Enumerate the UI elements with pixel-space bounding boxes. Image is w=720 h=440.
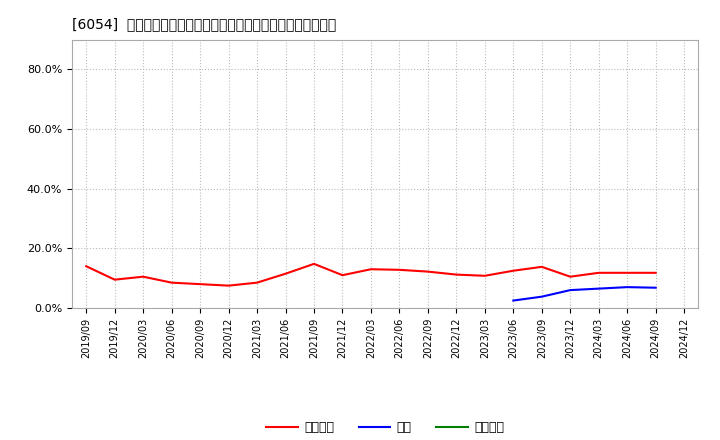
売上偉権 bbox=[423, 269, 432, 274]
売上偉権 bbox=[253, 280, 261, 285]
Line: 在庫: 在庫 bbox=[513, 287, 656, 301]
売上偉権 bbox=[652, 270, 660, 275]
売上偉権 bbox=[167, 280, 176, 285]
売上偉権 bbox=[338, 272, 347, 278]
売上偉権 bbox=[566, 274, 575, 279]
売上偉権 bbox=[139, 274, 148, 279]
売上偉権 bbox=[310, 261, 318, 267]
売上偉権 bbox=[82, 264, 91, 269]
売上偉権 bbox=[452, 272, 461, 277]
Legend: 売上偉権, 在庫, 買入債務: 売上偉権, 在庫, 買入債務 bbox=[261, 416, 509, 439]
在庫 bbox=[652, 285, 660, 290]
在庫 bbox=[566, 287, 575, 293]
Text: [6054]  売上債権、在庫、買入債務の総資産に対する比率の推移: [6054] 売上債権、在庫、買入債務の総資産に対する比率の推移 bbox=[72, 18, 336, 32]
売上偉権 bbox=[225, 283, 233, 288]
在庫 bbox=[623, 285, 631, 290]
売上偉権 bbox=[110, 277, 119, 282]
在庫 bbox=[537, 294, 546, 299]
売上偉権 bbox=[480, 273, 489, 279]
売上偉権 bbox=[509, 268, 518, 273]
売上偉権 bbox=[282, 271, 290, 276]
在庫 bbox=[595, 286, 603, 291]
売上偉権 bbox=[537, 264, 546, 269]
売上偉権 bbox=[196, 282, 204, 287]
売上偉権 bbox=[595, 270, 603, 275]
売上偉権 bbox=[395, 267, 404, 272]
売上偉権 bbox=[623, 270, 631, 275]
Line: 売上偉権: 売上偉権 bbox=[86, 264, 656, 286]
在庫 bbox=[509, 298, 518, 303]
売上偉権 bbox=[366, 267, 375, 272]
